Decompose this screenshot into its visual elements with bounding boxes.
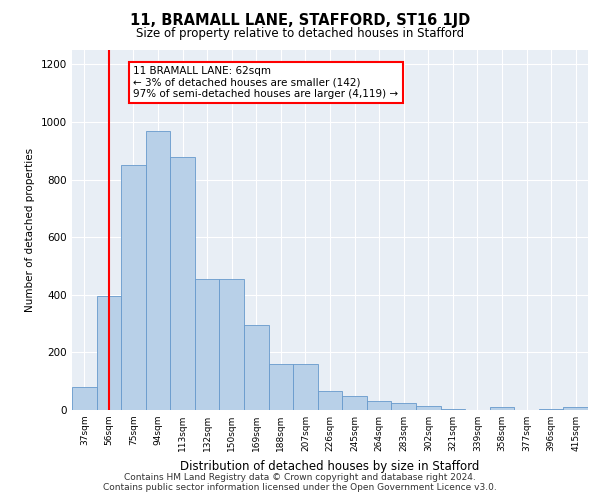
Bar [220, 279, 244, 410]
Bar [367, 402, 391, 410]
Bar [97, 296, 121, 410]
Bar [121, 165, 146, 410]
Bar [342, 396, 367, 410]
Bar [391, 403, 416, 410]
Bar [490, 407, 514, 410]
Bar [440, 408, 465, 410]
Bar [318, 392, 342, 410]
Bar [269, 364, 293, 410]
Bar [195, 279, 220, 410]
Y-axis label: Number of detached properties: Number of detached properties [25, 148, 35, 312]
Bar [416, 406, 440, 410]
Bar [146, 130, 170, 410]
Bar [244, 325, 269, 410]
Text: Size of property relative to detached houses in Stafford: Size of property relative to detached ho… [136, 28, 464, 40]
Bar [539, 408, 563, 410]
X-axis label: Distribution of detached houses by size in Stafford: Distribution of detached houses by size … [181, 460, 479, 472]
Bar [72, 387, 97, 410]
Text: Contains HM Land Registry data © Crown copyright and database right 2024.
Contai: Contains HM Land Registry data © Crown c… [103, 473, 497, 492]
Bar [563, 407, 588, 410]
Bar [170, 156, 195, 410]
Text: 11 BRAMALL LANE: 62sqm
← 3% of detached houses are smaller (142)
97% of semi-det: 11 BRAMALL LANE: 62sqm ← 3% of detached … [133, 66, 398, 99]
Text: 11, BRAMALL LANE, STAFFORD, ST16 1JD: 11, BRAMALL LANE, STAFFORD, ST16 1JD [130, 12, 470, 28]
Bar [293, 364, 318, 410]
